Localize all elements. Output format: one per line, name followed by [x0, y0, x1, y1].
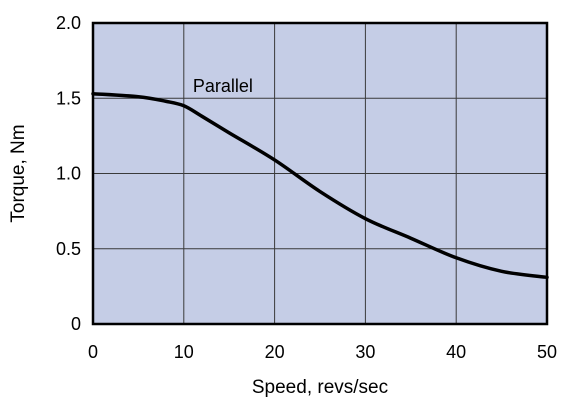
x-axis-tick-labels: 0 10 20 30 40 50 [88, 342, 557, 362]
grid-lines [93, 23, 547, 324]
x-tick-label: 40 [446, 342, 466, 362]
y-tick-label: 0 [71, 314, 81, 334]
x-tick-label: 20 [265, 342, 285, 362]
x-tick-label: 10 [174, 342, 194, 362]
plot-frame [91, 21, 549, 326]
y-tick-label: 1.0 [56, 164, 81, 184]
x-tick-label: 30 [355, 342, 375, 362]
y-tick-label: 0.5 [56, 239, 81, 259]
x-tick-label: 50 [537, 342, 557, 362]
y-tick-label: 1.5 [56, 88, 81, 108]
y-axis-tick-labels: 0 0.5 1.0 1.5 2.0 [56, 13, 81, 334]
x-axis-title: Speed, revs/sec [252, 377, 388, 398]
series-annotation-parallel: Parallel [193, 76, 253, 96]
series-line-parallel [91, 91, 549, 280]
x-tick-label: 0 [88, 342, 98, 362]
y-axis-title: Torque, Nm [8, 124, 29, 222]
y-tick-label: 2.0 [56, 13, 81, 33]
